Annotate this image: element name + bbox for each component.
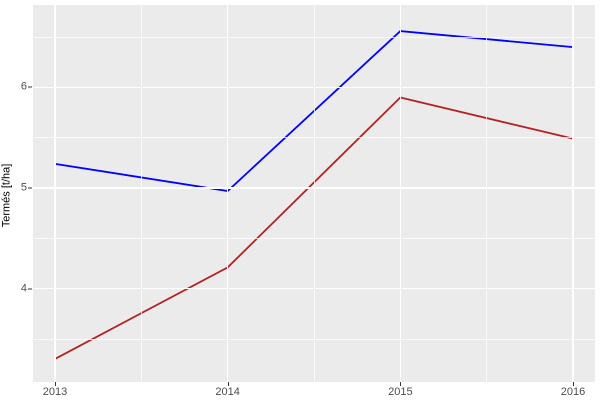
x-tick-mark: [55, 382, 56, 386]
y-tick-label: 5: [20, 181, 27, 194]
y-tick-mark: [28, 288, 32, 290]
x-tick-label: 2015: [388, 386, 413, 398]
x-tick-mark: [573, 382, 574, 386]
y-axis-tick-labels: 4 5 6: [0, 0, 27, 400]
gridline-x-minor: [486, 5, 487, 382]
x-tick-label: 2014: [215, 386, 240, 398]
y-tick-mark: [28, 86, 32, 88]
plot-panel: [33, 5, 595, 382]
gridline-x-minor: [313, 5, 315, 382]
x-tick-mark: [227, 382, 229, 386]
gridline-x-major: [572, 5, 574, 382]
x-tick-label: 2016: [560, 386, 586, 398]
gridline-x-major: [227, 5, 229, 382]
x-tick-label: 2013: [42, 386, 68, 398]
gridline-x-major: [399, 5, 401, 382]
y-tick-label: 6: [20, 80, 27, 93]
gridline-x-major: [54, 5, 56, 382]
gridline-x-minor: [141, 5, 142, 382]
y-tick-mark: [28, 187, 32, 189]
x-tick-mark: [400, 382, 402, 386]
y-tick-label: 4: [20, 282, 27, 295]
